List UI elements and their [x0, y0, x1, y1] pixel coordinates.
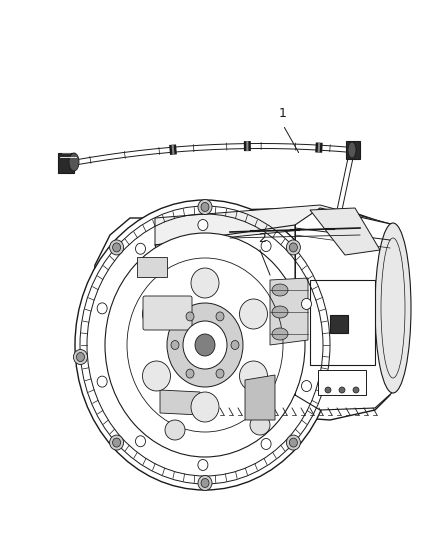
FancyBboxPatch shape	[346, 141, 360, 159]
Ellipse shape	[301, 298, 311, 310]
Ellipse shape	[290, 438, 297, 447]
Ellipse shape	[286, 435, 300, 450]
Ellipse shape	[348, 142, 356, 158]
Polygon shape	[160, 390, 200, 415]
Ellipse shape	[286, 240, 300, 255]
Ellipse shape	[97, 376, 107, 387]
FancyBboxPatch shape	[310, 280, 375, 365]
Ellipse shape	[198, 475, 212, 490]
Ellipse shape	[231, 341, 239, 350]
Ellipse shape	[142, 361, 170, 391]
Ellipse shape	[240, 299, 268, 329]
Ellipse shape	[201, 203, 209, 212]
Polygon shape	[155, 205, 395, 245]
Ellipse shape	[290, 243, 297, 252]
Ellipse shape	[135, 243, 145, 254]
Ellipse shape	[198, 459, 208, 471]
Ellipse shape	[186, 312, 194, 321]
Ellipse shape	[261, 240, 271, 252]
Polygon shape	[310, 208, 380, 255]
Ellipse shape	[272, 284, 288, 296]
Ellipse shape	[198, 199, 212, 214]
Ellipse shape	[77, 352, 85, 361]
Ellipse shape	[191, 268, 219, 298]
Ellipse shape	[195, 334, 215, 356]
FancyBboxPatch shape	[330, 315, 348, 333]
Ellipse shape	[191, 392, 219, 422]
Polygon shape	[295, 208, 395, 410]
Ellipse shape	[75, 200, 335, 490]
Ellipse shape	[110, 240, 124, 255]
Ellipse shape	[339, 387, 345, 393]
Ellipse shape	[186, 369, 194, 378]
Polygon shape	[270, 278, 308, 345]
Ellipse shape	[69, 153, 79, 171]
Ellipse shape	[165, 420, 185, 440]
Ellipse shape	[113, 243, 120, 252]
Ellipse shape	[216, 312, 224, 321]
Ellipse shape	[74, 350, 88, 365]
FancyBboxPatch shape	[143, 296, 192, 330]
FancyBboxPatch shape	[137, 257, 167, 277]
FancyBboxPatch shape	[58, 153, 74, 173]
Text: 1: 1	[279, 107, 287, 120]
Text: 2: 2	[258, 232, 266, 245]
Ellipse shape	[167, 303, 243, 387]
Ellipse shape	[353, 387, 359, 393]
Ellipse shape	[171, 341, 179, 350]
Ellipse shape	[240, 361, 268, 391]
Ellipse shape	[135, 436, 145, 447]
Ellipse shape	[142, 299, 170, 329]
Ellipse shape	[301, 381, 311, 392]
Ellipse shape	[272, 306, 288, 318]
Ellipse shape	[110, 435, 124, 450]
Ellipse shape	[325, 387, 331, 393]
Ellipse shape	[375, 223, 411, 393]
Ellipse shape	[105, 233, 305, 457]
Ellipse shape	[250, 415, 270, 435]
Polygon shape	[245, 375, 275, 420]
Ellipse shape	[113, 438, 120, 447]
Ellipse shape	[198, 220, 208, 231]
FancyBboxPatch shape	[318, 370, 366, 395]
Ellipse shape	[97, 303, 107, 314]
Polygon shape	[90, 208, 395, 420]
Ellipse shape	[183, 321, 227, 369]
Ellipse shape	[216, 369, 224, 378]
Ellipse shape	[272, 328, 288, 340]
Ellipse shape	[261, 439, 271, 449]
Ellipse shape	[201, 479, 209, 488]
